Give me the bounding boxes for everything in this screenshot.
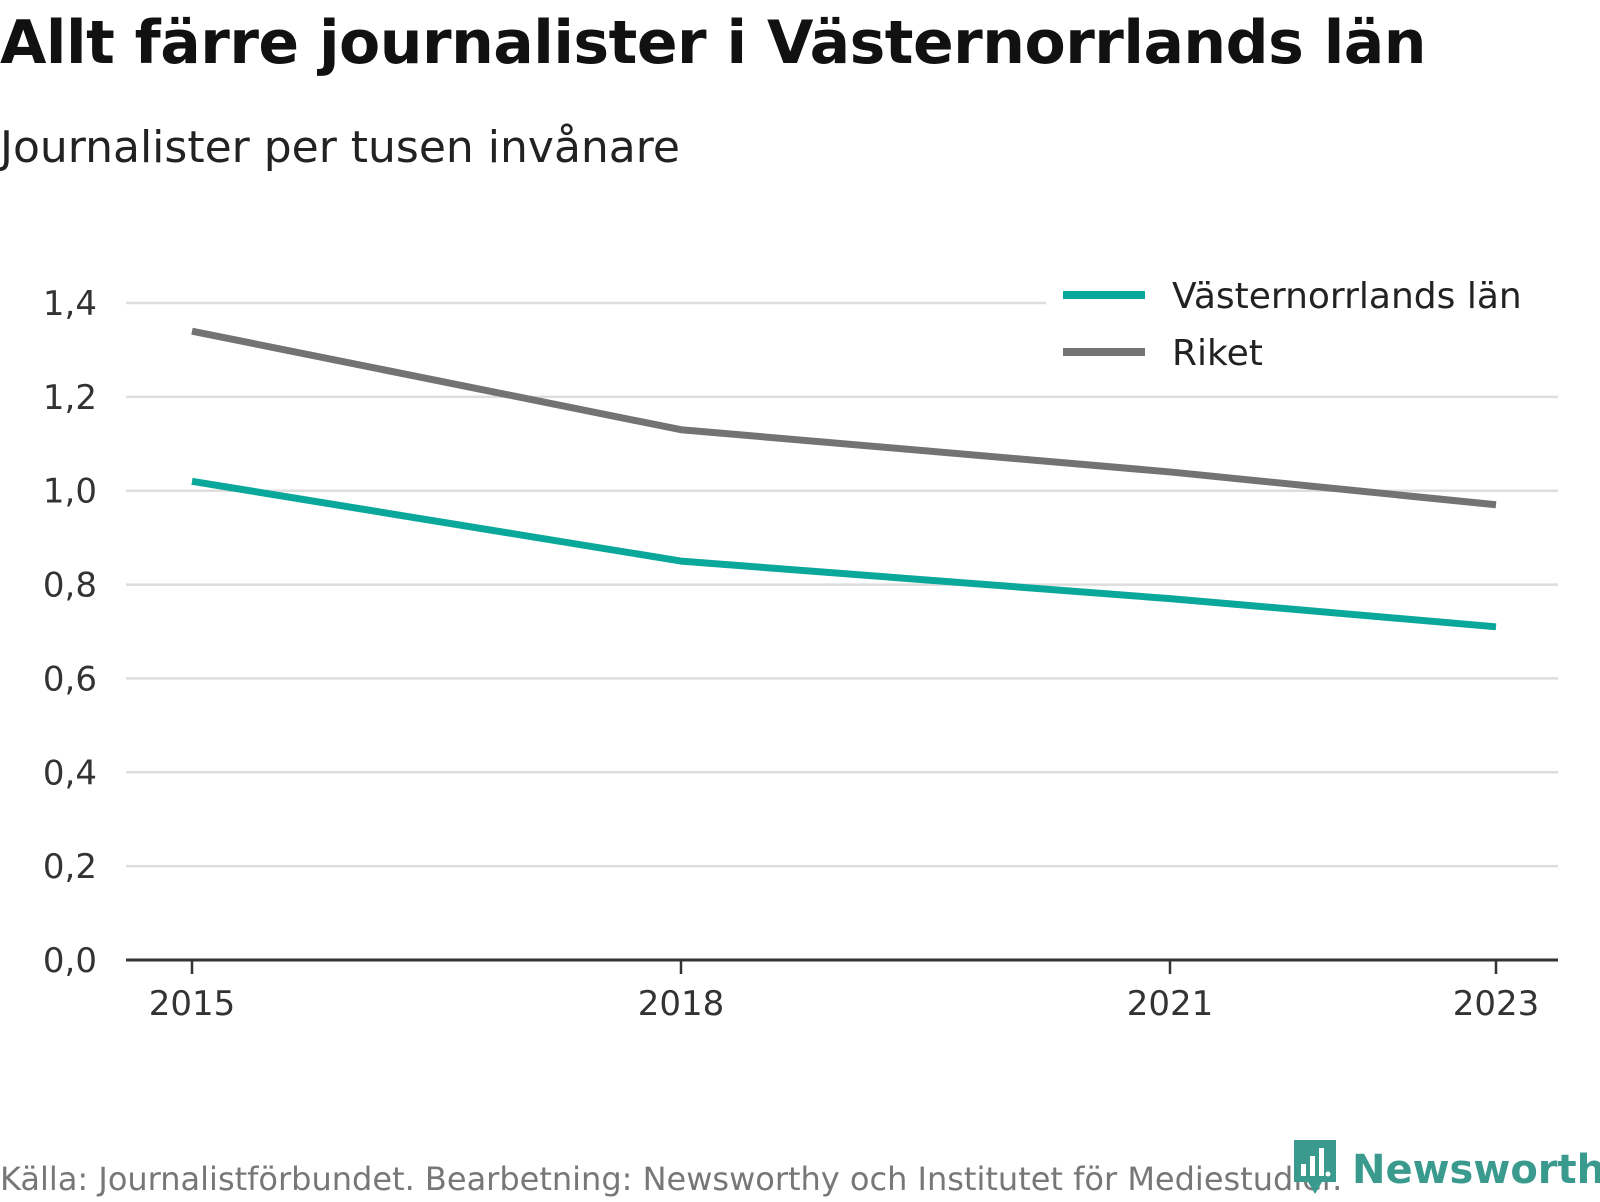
y-tick-label: 1,2 — [43, 378, 97, 418]
newsworthy-logo-icon — [1290, 1138, 1340, 1202]
legend-background — [1046, 268, 1558, 386]
chart-subtitle: Journalister per tusen invånare — [0, 122, 680, 173]
y-tick-label: 1,0 — [43, 472, 97, 512]
y-tick-label: 1,4 — [43, 284, 97, 324]
x-tick-label: 2015 — [149, 984, 236, 1024]
x-tick-label: 2018 — [638, 984, 725, 1024]
series-line-vasternorrland — [191, 477, 1497, 631]
series-line-riket — [191, 327, 1497, 509]
y-tick-label: 0,4 — [43, 753, 97, 793]
y-tick-label: 0,2 — [43, 847, 97, 887]
legend-label: Västernorrlands län — [1172, 276, 1522, 317]
y-tick-label: 0,8 — [43, 566, 97, 606]
x-tick-label: 2021 — [1127, 984, 1214, 1024]
line-chart: 0,0 0,2 0,4 0,6 0,8 1,0 1,2 1,4 2015 2018 2021 202… — [42, 268, 1558, 1024]
legend-label: Riket — [1172, 333, 1263, 374]
brand-logo: Newsworthy — [1290, 1138, 1600, 1202]
source-note: Källa: Journalistförbundet. Bearbetning:… — [0, 1160, 1343, 1198]
x-tick-label: 2023 — [1453, 984, 1540, 1024]
legend: Västernorrlands län Riket — [1046, 268, 1558, 386]
brand-name: Newsworthy — [1352, 1147, 1600, 1193]
series-lines — [191, 327, 1497, 631]
chart-title: Allt färre journalister i Västernorrland… — [0, 8, 1426, 78]
x-axis: 2015 2018 2021 2023 — [126, 958, 1558, 1024]
gridlines — [126, 301, 1558, 868]
y-axis-ticks: 0,0 0,2 0,4 0,6 0,8 1,0 1,2 1,4 — [43, 284, 97, 981]
y-tick-label: 0,6 — [43, 659, 97, 699]
y-tick-label: 0,0 — [43, 941, 97, 981]
